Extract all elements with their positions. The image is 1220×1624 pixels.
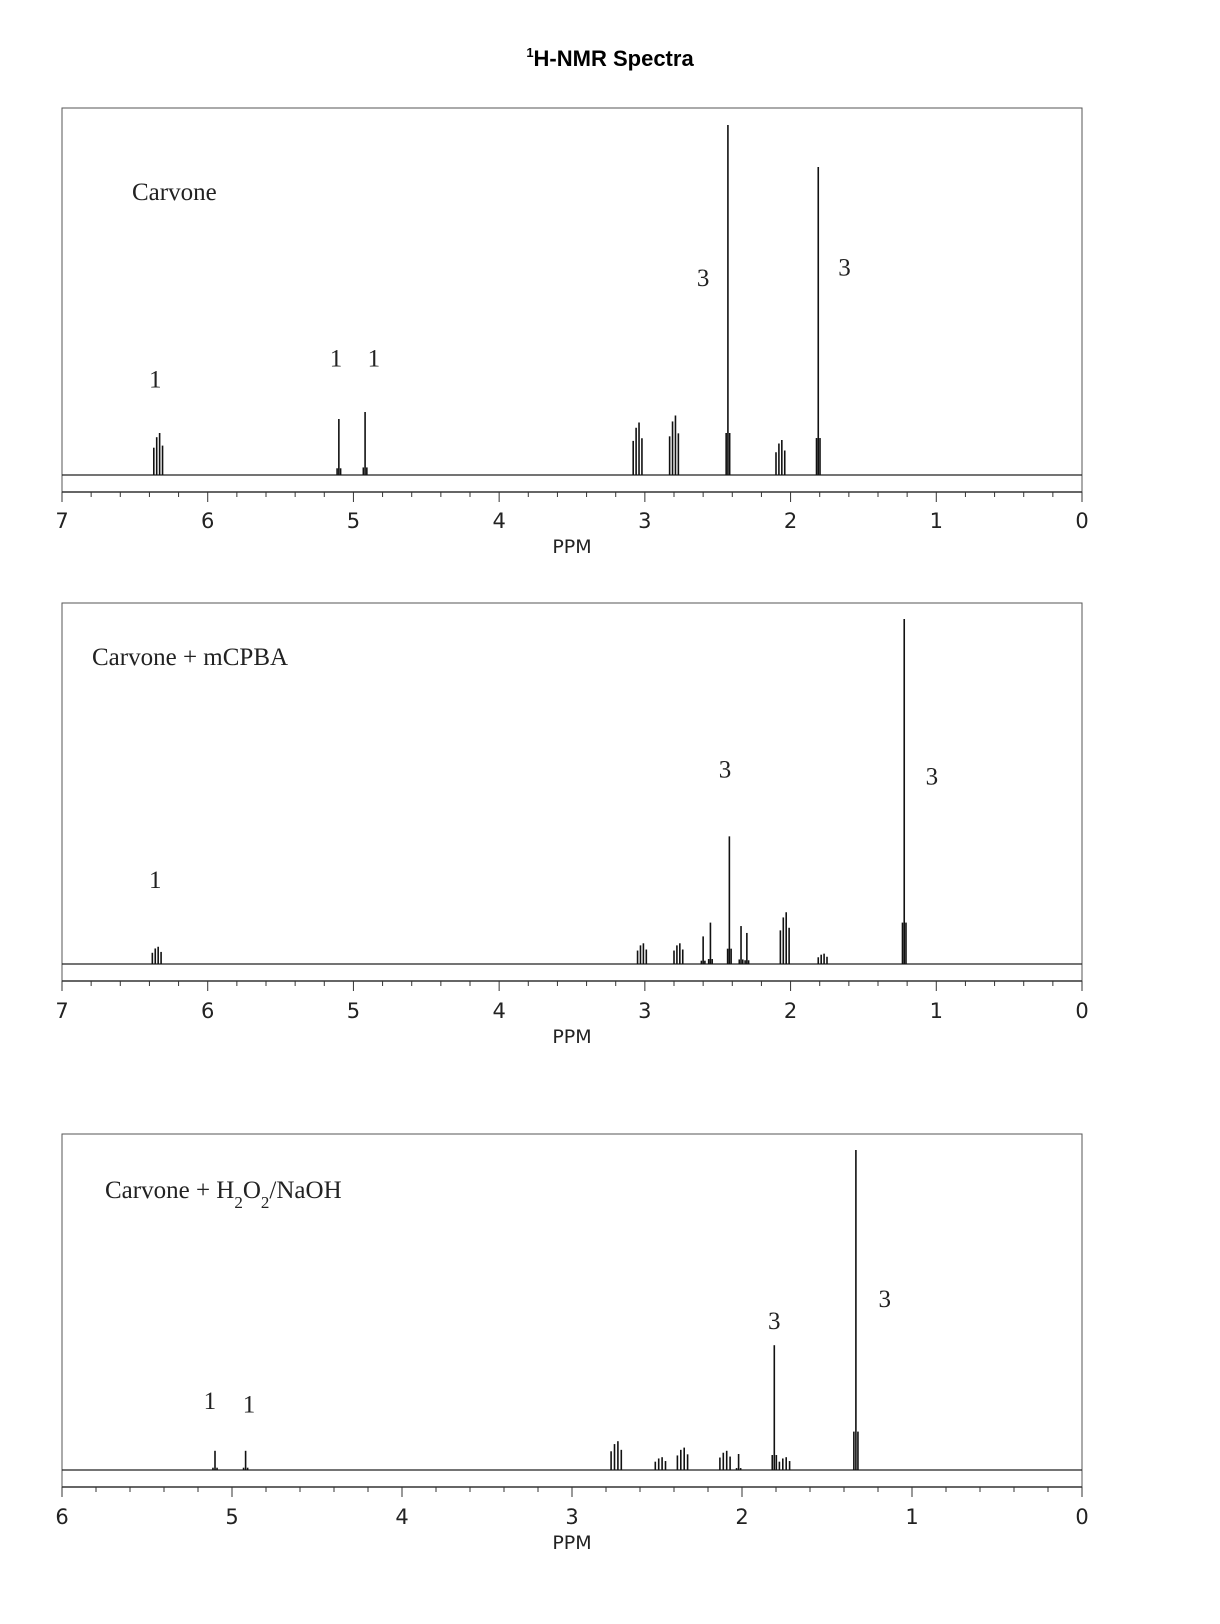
tick-label: 2: [735, 1505, 748, 1529]
tick-label: 7: [55, 509, 68, 533]
tick-label: 3: [565, 1505, 578, 1529]
tick-label: 6: [55, 1505, 68, 1529]
tick-label: 5: [347, 999, 360, 1023]
integration-label: 3: [838, 255, 851, 282]
plot-frame: [61, 107, 1083, 493]
tick-label: 2: [784, 999, 797, 1023]
tick-label: 6: [201, 999, 214, 1023]
tick-label: 2: [784, 509, 797, 533]
integration-label: 3: [697, 265, 710, 292]
figure-title: 1H-NMR Spectra: [526, 45, 694, 71]
sample-label: Carvone + mCPBA: [92, 644, 288, 671]
integration-label: 1: [149, 367, 162, 394]
tick-label: 5: [347, 509, 360, 533]
tick-label: 1: [930, 509, 943, 533]
tick-label: 0: [1075, 1505, 1088, 1529]
spectrum-panel: 7 6 5 4 3 2 1 0 PPM Carvone + mCPBA 1 3 3: [55, 602, 1089, 1048]
integration-label: 3: [719, 757, 732, 784]
x-axis-title: PPM: [552, 1026, 591, 1048]
integration-label: 1: [368, 346, 381, 373]
tick-label: 1: [930, 999, 943, 1023]
tick-label: 4: [492, 509, 505, 533]
tick-label: 7: [55, 999, 68, 1023]
x-axis-title: PPM: [552, 536, 591, 558]
integration-label: 1: [204, 1388, 217, 1415]
tick-label: 5: [225, 1505, 238, 1529]
integration-label: 3: [768, 1308, 781, 1335]
sample-label: Carvone + H2O2/NaOH: [105, 1177, 342, 1212]
integration-label: 3: [926, 764, 939, 791]
tick-label: 6: [201, 509, 214, 533]
integration-label: 1: [243, 1391, 256, 1418]
integration-label: 1: [149, 867, 162, 894]
tick-label: 4: [492, 999, 505, 1023]
sample-label: Carvone: [132, 179, 217, 206]
tick-label: 3: [638, 509, 651, 533]
tick-label: 1: [905, 1505, 918, 1529]
x-axis-title: PPM: [552, 1532, 591, 1554]
title-superscript: 1: [526, 45, 533, 60]
tick-label: 0: [1075, 999, 1088, 1023]
tick-label: 3: [638, 999, 651, 1023]
title-main: H-NMR Spectra: [534, 46, 695, 71]
tick-label: 4: [395, 1505, 408, 1529]
tick-label: 0: [1075, 509, 1088, 533]
integration-label: 3: [879, 1286, 892, 1313]
integration-label: 1: [330, 346, 343, 373]
